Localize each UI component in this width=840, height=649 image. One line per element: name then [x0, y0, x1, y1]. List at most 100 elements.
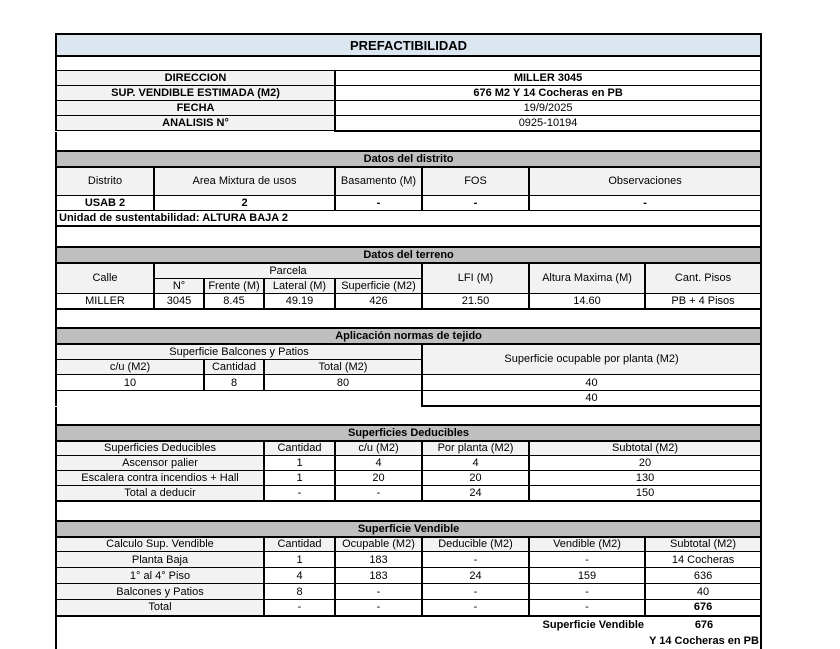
cell: 159 — [528, 567, 646, 584]
deducibles-header-row: Superficies Deducibles Cantidad c/u (M2)… — [55, 440, 763, 456]
ocupable-value-1: 40 — [420, 374, 763, 391]
superficie-vendible-label: Superficie Vendible — [542, 618, 644, 631]
prefactibilidad-sheet: PREFACTIBILIDAD DIRECCION MILLER 3045 SU… — [54, 33, 763, 649]
cell: - — [421, 599, 530, 617]
col-distrito: Distrito — [55, 166, 155, 196]
basamento-value: - — [334, 195, 423, 211]
info-table: DIRECCION MILLER 3045 SUP. VENDIBLE ESTI… — [54, 70, 763, 132]
cell: 40 — [643, 583, 763, 600]
col-parcela: Parcela — [153, 262, 423, 279]
col-ocupable-planta: Superficie ocupable por planta (M2) — [420, 343, 763, 375]
lateral-value: 49.19 — [263, 293, 336, 310]
cell: - — [421, 583, 530, 600]
frente-value: 8.45 — [203, 293, 265, 310]
col-observaciones: Observaciones — [527, 166, 763, 196]
row-label: Balcones y Patios — [55, 583, 265, 600]
tejido-header-row-1: Superficie Balcones y Patios Superficie … — [55, 343, 763, 375]
page-title: PREFACTIBILIDAD — [55, 33, 762, 57]
tejido-section-title: Aplicación normas de tejido — [54, 326, 763, 345]
distrito-note-row: Unidad de sustentabilidad: ALTURA BAJA 2 — [54, 210, 763, 227]
col-frente: Frente (M) — [203, 278, 265, 294]
info-row: SUP. VENDIBLE ESTIMADA (M2) 676 M2 Y 14 … — [54, 85, 763, 101]
col-cant-pisos: Cant. Pisos — [643, 262, 763, 294]
spacer-row — [55, 309, 762, 327]
tejido-value-row-2: 40 — [55, 390, 763, 407]
row-label: Ascensor palier — [55, 455, 265, 471]
col-superficies-deducibles: Superficies Deducibles — [55, 440, 265, 456]
col-balcones-patios: Superficie Balcones y Patios — [55, 343, 423, 360]
direccion-value: MILLER 3045 — [334, 70, 763, 86]
cell: - — [528, 583, 646, 600]
col-lateral: Lateral (M) — [263, 278, 336, 294]
section-bar: Datos del distrito — [54, 149, 763, 168]
cell: - — [528, 599, 646, 617]
cell: 1 — [263, 470, 336, 486]
col-cu-m2: c/u (M2) — [55, 359, 205, 375]
col-area-mixtura: Area Mixtura de usos — [153, 166, 336, 196]
terreno-table: Datos del terreno Calle Parcela LFI (M) … — [54, 245, 763, 310]
distrito-header-row: Distrito Area Mixtura de usos Basamento … — [55, 166, 763, 196]
terreno-value-row: MILLER 3045 8.45 49.19 426 21.50 14.60 P… — [55, 293, 763, 310]
spacer-row — [55, 131, 762, 150]
col-fos: FOS — [421, 166, 530, 196]
tejido-header-row-2: c/u (M2) Cantidad Total (M2) — [55, 359, 761, 375]
direccion-label: DIRECCION — [54, 70, 337, 86]
observaciones-value: - — [527, 195, 763, 211]
table-row: 1° al 4° Piso 4 183 24 159 636 — [55, 567, 763, 584]
analisis-label: ANALISIS N° — [54, 115, 337, 131]
cell: - — [263, 485, 336, 502]
table-row: Planta Baja 1 183 - - 14 Cocheras — [55, 551, 763, 568]
ocupable-value-2: 40 — [420, 390, 763, 407]
cant-pisos-value: PB + 4 Pisos — [643, 293, 763, 310]
col-calle: Calle — [55, 262, 155, 294]
col-cantidad: Cantidad — [263, 536, 336, 552]
terreno-header-row-1: Calle Parcela LFI (M) Altura Maxima (M) … — [55, 262, 763, 294]
fecha-label: FECHA — [54, 100, 337, 116]
section-bar: Superficie Vendible — [54, 519, 763, 538]
cantidad-value: 8 — [203, 374, 265, 391]
table-row: Ascensor palier 1 4 4 20 — [55, 455, 763, 471]
footer-summary-row: Superficie Vendible 676 — [57, 617, 760, 633]
col-lfi: LFI (M) — [421, 262, 530, 294]
cell: 183 — [334, 567, 423, 584]
col-por-planta: Por planta (M2) — [421, 440, 530, 456]
cell: - — [263, 599, 336, 617]
total-value: 80 — [263, 374, 423, 391]
col-superficie: Superficie (M2) — [334, 278, 423, 294]
total-subtotal-cell: 676 — [643, 599, 763, 617]
col-subtotal: Subtotal (M2) — [643, 536, 763, 552]
cell: 1 — [263, 455, 336, 471]
cell: 20 — [421, 470, 530, 486]
distrito-table: Datos del distrito Distrito Area Mixtura… — [54, 149, 763, 227]
info-row: ANALISIS N° 0925-10194 — [54, 115, 763, 132]
cell: 4 — [421, 455, 530, 471]
row-label: Escalera contra incendios + Hall — [55, 470, 265, 486]
tejido-table: Aplicación normas de tejido Superficie B… — [54, 326, 763, 407]
row-label: Total — [55, 599, 265, 617]
row-label: Total a deducir — [55, 485, 265, 502]
terreno-header-row-2: N° Frente (M) Lateral (M) Superficie (M2… — [56, 278, 761, 294]
cell: 150 — [527, 485, 763, 502]
info-row: FECHA 19/9/2025 — [54, 100, 763, 116]
vendible-header-row: Calculo Sup. Vendible Cantidad Ocupable … — [55, 536, 763, 552]
col-total-m2: Total (M2) — [263, 359, 423, 375]
fecha-value: 19/9/2025 — [334, 100, 763, 116]
cocheras-note: Y 14 Cocheras en PB — [649, 634, 759, 647]
superficie-vendible-value: 676 — [694, 618, 714, 631]
cell: - — [334, 599, 423, 617]
col-subtotal: Subtotal (M2) — [527, 440, 763, 456]
superficie-value: 426 — [334, 293, 423, 310]
cell: 8 — [263, 583, 336, 600]
col-cantidad: Cantidad — [203, 359, 265, 375]
cell: 20 — [334, 470, 423, 486]
col-cantidad: Cantidad — [263, 440, 336, 456]
sustentabilidad-note: Unidad de sustentabilidad: ALTURA BAJA 2 — [54, 210, 763, 227]
col-cu-m2: c/u (M2) — [334, 440, 423, 456]
altura-maxima-value: 14.60 — [528, 293, 646, 310]
deducibles-table: Superficies Deducibles Superficies Deduc… — [54, 423, 763, 502]
tejido-empty-cell — [55, 390, 422, 406]
cell: 636 — [643, 567, 763, 584]
section-bar: Superficies Deducibles — [54, 423, 763, 442]
section-bar: Aplicación normas de tejido — [54, 326, 763, 345]
info-row: DIRECCION MILLER 3045 — [54, 70, 763, 86]
